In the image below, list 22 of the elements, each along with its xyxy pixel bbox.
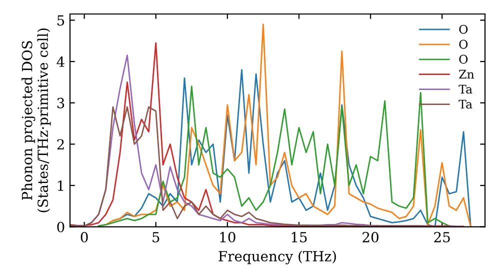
y-tick-label: 1	[58, 180, 64, 191]
y-tick-label: 3	[57, 98, 64, 108]
legend-label: O	[459, 54, 468, 64]
x-tick-label: 5	[152, 232, 160, 242]
legend-label: O	[459, 24, 468, 34]
y-axis-title: Phonon projected DOS (States/THz·primitive cell)	[22, 28, 51, 212]
legend-label: Ta	[458, 84, 472, 94]
y-tick-label: 4	[56, 56, 64, 67]
legend-label: Ta	[458, 100, 472, 109]
line-series	[98, 86, 450, 227]
x-axis-title: Frequency (THz)	[218, 250, 336, 264]
legend-label: Zn	[459, 70, 474, 78]
x-tick-label: 0	[80, 232, 88, 242]
x-tick-label: 15	[292, 232, 307, 242]
x-tick-label: 25	[434, 232, 450, 242]
y-tick-label: 2	[57, 139, 64, 150]
y-tick-label: 0	[57, 222, 64, 232]
legend-label: O	[459, 40, 468, 49]
y-tick-label: 5	[57, 15, 64, 26]
x-tick-label: 10	[220, 232, 236, 242]
line-series	[70, 106, 450, 227]
x-tick-label: 20	[362, 232, 378, 242]
